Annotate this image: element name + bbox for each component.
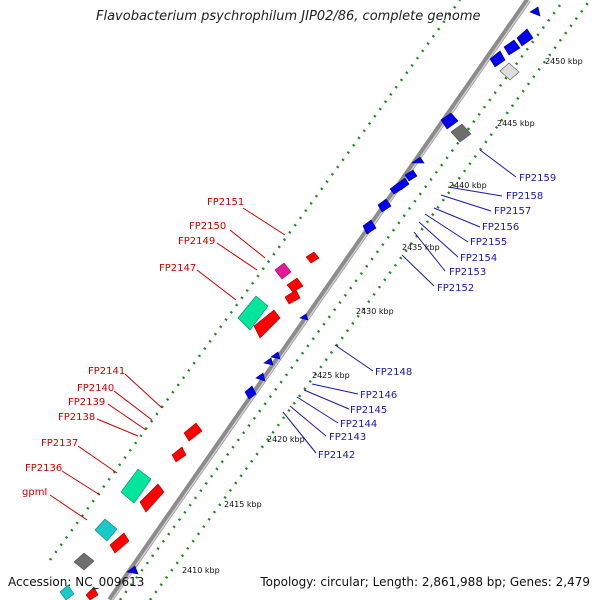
leader-lines	[49, 149, 517, 521]
gene-label: FP2143	[329, 432, 366, 443]
gene-label: FP2151	[207, 197, 244, 208]
gene-label: FP2155	[470, 237, 507, 248]
gene-rrna-2	[120, 468, 152, 504]
gene-grey-1	[450, 123, 472, 143]
genome-summary: Topology: circular; Length: 2,861,988 bp…	[260, 575, 590, 589]
gene-label: FP2153	[449, 267, 486, 278]
gene-label: FP2150	[189, 221, 226, 232]
gene-gpmI	[109, 532, 130, 554]
gene-label: FP2145	[350, 405, 387, 416]
gene-fp2144	[255, 372, 266, 382]
gene-fp2151	[305, 251, 320, 264]
gene-top-3	[503, 39, 521, 56]
scale-label: 2430 kbp	[356, 307, 394, 316]
scale-label: 2415 kbp	[224, 500, 262, 509]
scale-label: 2420 kbp	[267, 435, 305, 444]
gene-rrna-1	[237, 295, 269, 331]
gene-fp2145	[263, 357, 274, 366]
gene-fp2150	[274, 262, 292, 280]
scale-label: 2450 kbp	[545, 57, 583, 66]
gene-label: FP2149	[178, 236, 215, 247]
gene-label: FP2154	[460, 253, 497, 264]
gene-grey-3	[73, 552, 95, 571]
gene-label: FP2157	[494, 206, 531, 217]
gene-label: FP2152	[437, 283, 474, 294]
gene-grey-2	[499, 62, 520, 81]
gene-fp2154	[377, 198, 392, 213]
gene-label: FP2148	[375, 367, 412, 378]
gene-top-1	[529, 6, 541, 17]
gene-edge-red	[85, 586, 99, 600]
gene-fp2159	[440, 112, 459, 130]
gene-label: FP2140	[77, 383, 114, 394]
gene-labels-left: FP2151 FP2150 FP2149 FP2147 FP2141 FP214…	[22, 197, 244, 498]
gene-labels-right: FP2159 FP2158 FP2157 FP2156 FP2155 FP215…	[318, 173, 556, 461]
gene-fp2147	[253, 309, 281, 339]
forward-cds	[85, 251, 320, 600]
gene-fp2148	[299, 313, 309, 321]
gene-edge-cyan	[59, 584, 75, 600]
scale-label: 2440 kbp	[449, 181, 487, 190]
reverse-cds	[126, 6, 541, 575]
gene-trna	[94, 518, 118, 542]
gene-label: FP2142	[318, 450, 355, 461]
cds-features	[59, 6, 541, 600]
gene-label: FP2136	[25, 463, 62, 474]
gene-label: FP2137	[41, 438, 78, 449]
gene-label: FP2139	[68, 397, 105, 408]
map-title: Flavobacterium psychrophilum JIP02/86, c…	[96, 9, 481, 24]
gene-label: FP2138	[58, 412, 95, 423]
scale-label: 2435 kbp	[402, 243, 440, 252]
gene-label: FP2159	[519, 173, 556, 184]
rna-features	[94, 295, 269, 542]
scale-label: 2445 kbp	[497, 119, 535, 128]
gene-fp2152	[362, 219, 377, 235]
gene-fp2146	[270, 351, 281, 360]
gene-fp2140	[171, 446, 187, 463]
gene-top-4	[489, 50, 506, 68]
scale-labels: 2410 kbp 2415 kbp 2420 kbp 2425 kbp 2430…	[182, 57, 583, 575]
accession-label: Accession: NC_009613	[8, 575, 145, 589]
gene-label: FP2147	[159, 263, 196, 274]
gene-fp2155	[389, 182, 403, 195]
grey-features	[73, 62, 520, 571]
gene-label: FP2144	[340, 419, 377, 430]
gene-label: gpmI	[22, 487, 47, 498]
gene-fp2136	[139, 483, 165, 513]
gene-fp2157	[404, 169, 418, 182]
gene-fp2149	[286, 277, 304, 293]
gene-fp2141	[183, 422, 203, 442]
gene-label: FP2156	[482, 222, 519, 233]
gene-edge-blue	[126, 565, 139, 575]
gene-top-2	[516, 28, 534, 47]
gene-label: FP2158	[506, 191, 543, 202]
gene-label: FP2146	[360, 390, 397, 401]
gene-label: FP2141	[88, 366, 125, 377]
genome-backbone	[107, 0, 531, 600]
gene-fp2158	[411, 156, 425, 164]
gc-track-outer	[48, 0, 592, 600]
scale-label: 2425 kbp	[312, 371, 350, 380]
gene-fp2142	[244, 385, 257, 400]
gene-fp2149b	[284, 289, 301, 305]
scale-label: 2410 kbp	[182, 566, 220, 575]
